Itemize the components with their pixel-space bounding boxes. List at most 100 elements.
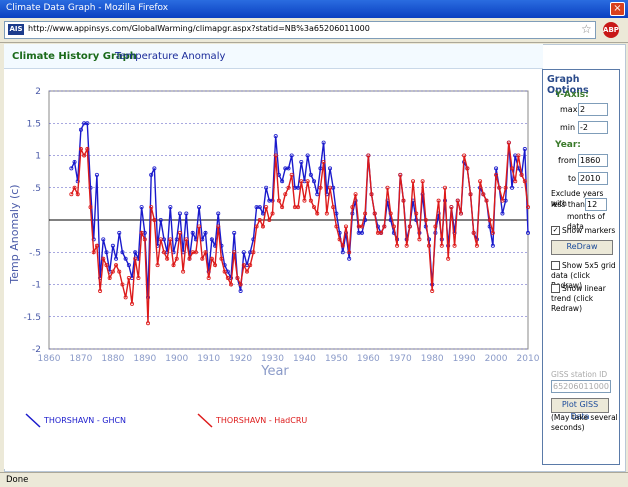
series-point <box>286 166 291 171</box>
series-point <box>123 256 128 261</box>
show-markers-checkbox[interactable]: ✓ <box>551 226 560 235</box>
series-point <box>503 185 508 190</box>
series-point <box>155 263 160 268</box>
series-point <box>257 217 262 222</box>
x-tick-label: 2000 <box>485 354 508 364</box>
series-point <box>161 250 166 255</box>
url-field[interactable]: AIS http://www.appinsys.com/GlobalWarmin… <box>4 21 596 39</box>
series-point <box>101 256 106 261</box>
series-point <box>353 192 358 197</box>
address-toolbar: AIS http://www.appinsys.com/GlobalWarmin… <box>0 18 628 43</box>
series-point <box>315 211 320 216</box>
bookmark-star-icon[interactable]: ☆ <box>581 22 592 36</box>
x-tick-label: 1990 <box>453 354 476 364</box>
temperature-chart: 21.51.5-.5-1-1.5-2 1860 1870 1880 1890 1900 1… <box>8 87 540 428</box>
y-tick-label: 1.5 <box>27 119 41 129</box>
series-point <box>404 243 409 248</box>
series-point <box>289 172 294 177</box>
series-point <box>388 211 393 216</box>
series-point <box>474 243 479 248</box>
series-point <box>407 224 412 229</box>
x-tick-label: 1960 <box>357 354 380 364</box>
series-point <box>126 276 131 281</box>
giss-station-input[interactable] <box>551 380 611 393</box>
series-point <box>257 205 262 210</box>
max-label: max <box>560 105 578 114</box>
ymin-input[interactable] <box>578 121 608 134</box>
plot-giss-button[interactable]: Plot GISS Data <box>551 398 609 421</box>
y-tick-label: -1 <box>32 281 41 291</box>
year-from-input[interactable] <box>578 154 608 167</box>
series-point <box>184 211 189 216</box>
series-hadcru <box>69 140 531 326</box>
series-point <box>468 192 473 197</box>
series-point <box>522 179 527 184</box>
legend-ghcn-swatch <box>25 413 41 428</box>
series-point <box>184 237 189 242</box>
series-point <box>318 185 323 190</box>
page-header: Climate History Graph Temperature Anomal… <box>4 44 543 69</box>
series-point <box>158 217 163 222</box>
series-point <box>75 192 80 197</box>
close-icon[interactable]: × <box>610 2 625 16</box>
giss-label: GISS station ID <box>551 370 608 379</box>
y-axis-label: Temp Anomaly (c) <box>8 184 21 284</box>
page-subtitle: Temperature Anomaly <box>115 51 226 62</box>
series-point <box>244 269 249 274</box>
redraw-button[interactable]: ReDraw <box>551 240 613 255</box>
series-point <box>427 243 432 248</box>
series-point <box>299 159 304 164</box>
series-point <box>312 179 317 184</box>
series-point <box>280 205 285 210</box>
series-point <box>308 198 313 203</box>
series-point <box>117 230 122 235</box>
show-trend-checkbox[interactable] <box>551 284 560 293</box>
series-point <box>305 153 310 158</box>
site-favicon-icon: AIS <box>8 24 24 35</box>
series-point <box>449 205 454 210</box>
series-point <box>302 198 307 203</box>
series-point <box>126 263 131 268</box>
series-point <box>462 153 467 158</box>
series-point <box>177 230 182 235</box>
series-point <box>340 250 345 255</box>
series-point <box>238 288 243 293</box>
year-to-input[interactable] <box>578 172 608 185</box>
series-point <box>359 224 364 229</box>
series-point <box>232 230 237 235</box>
series-point <box>72 159 77 164</box>
url-text[interactable]: http://www.appinsys.com/GlobalWarming/cl… <box>28 24 370 33</box>
series-point <box>270 211 275 216</box>
series-point <box>149 172 154 177</box>
series-point <box>337 237 342 242</box>
exclude-months-input[interactable] <box>585 198 607 211</box>
exclude-text-3: months of data <box>567 212 605 231</box>
series-point <box>490 243 495 248</box>
page-title: Climate History Graph <box>12 51 137 62</box>
series-point <box>200 256 205 261</box>
series-point <box>238 282 243 287</box>
x-tick-label: 1980 <box>421 354 444 364</box>
may-take-text-2: seconds) <box>551 423 585 432</box>
ymax-input[interactable] <box>578 103 608 116</box>
series-point <box>506 140 511 145</box>
adblock-plus-icon[interactable]: ABP <box>603 22 619 38</box>
series-point <box>85 121 90 126</box>
series-point <box>347 256 352 261</box>
series-point <box>120 282 125 287</box>
show-grid-checkbox[interactable] <box>551 261 560 270</box>
series-point <box>251 250 256 255</box>
series-point <box>264 205 269 210</box>
series-point <box>222 269 227 274</box>
series-point <box>347 250 352 255</box>
status-text: Done <box>6 475 29 485</box>
series-point <box>78 127 83 132</box>
legend-hadcru-label: THORSHAVN - HadCRU <box>215 416 307 425</box>
series-point <box>85 147 90 152</box>
series-point <box>395 243 400 248</box>
series-point <box>142 237 147 242</box>
x-tick-label: 2010 <box>517 354 540 364</box>
legend-hadcru: THORSHAVN - HadCRU <box>197 413 307 428</box>
series-point <box>350 205 355 210</box>
series-point <box>104 250 109 255</box>
